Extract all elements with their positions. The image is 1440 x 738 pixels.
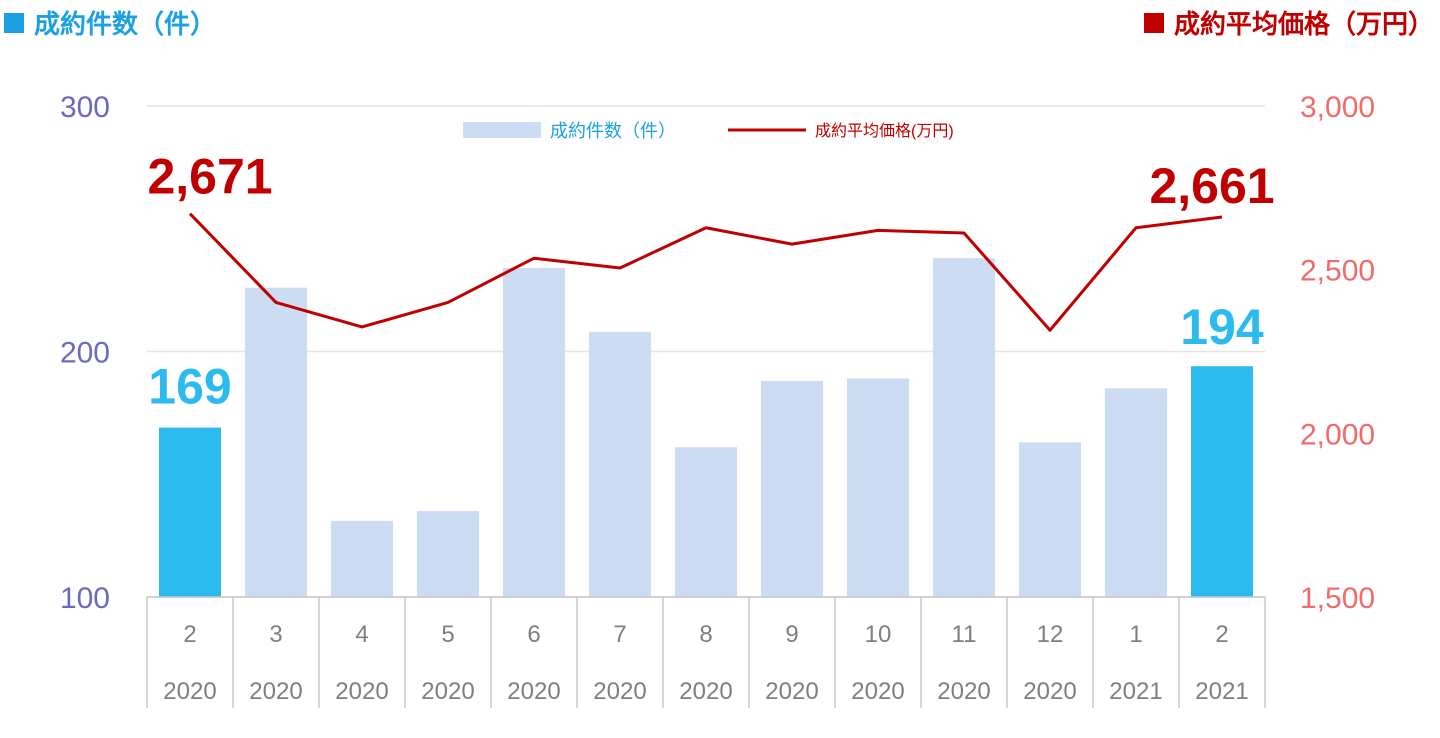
bar-series <box>159 258 1253 597</box>
month-tick-label: 3 <box>269 621 282 648</box>
year-tick-label: 2020 <box>249 678 302 705</box>
month-tick-label: 12 <box>1037 621 1064 648</box>
category-table: 2 2020 3 2020 4 2020 5 2020 6 2020 7 2020 8 2020 9 2020… <box>146 596 1266 708</box>
bar <box>675 447 737 597</box>
left-axis-tick-label: 300 <box>60 91 110 124</box>
bar <box>589 331 651 597</box>
year-tick-label: 2020 <box>1023 678 1076 705</box>
year-tick-label: 2020 <box>765 678 818 705</box>
bar <box>1019 442 1081 597</box>
year-tick-label: 2020 <box>335 678 388 705</box>
year-tick-label: 2020 <box>851 678 904 705</box>
axes: 100 200 300 1,500 2,000 2,500 3,000 <box>60 91 1375 615</box>
line-data-label-first: 2,671 <box>147 149 272 205</box>
month-tick-label: 2 <box>1215 621 1228 648</box>
year-tick-label: 2021 <box>1109 678 1162 705</box>
legend-bar-label: 成約件数（件） <box>550 121 676 141</box>
line-data-label-last: 2,661 <box>1149 158 1274 214</box>
month-tick-label: 6 <box>527 621 540 648</box>
month-tick-label: 11 <box>952 621 977 648</box>
price-line <box>188 212 1223 332</box>
right-axis-tick-label: 3,000 <box>1300 91 1375 124</box>
line-series-swatch-icon <box>1143 12 1164 33</box>
bar <box>159 427 221 597</box>
legend: 成約件数（件） 成約平均価格(万円) <box>463 121 954 141</box>
bar <box>933 258 995 597</box>
bar <box>417 511 479 597</box>
bar <box>503 268 565 597</box>
bar <box>331 520 393 597</box>
legend-bar-swatch <box>463 122 541 138</box>
left-axis-tick-label: 100 <box>60 582 110 615</box>
year-tick-label: 2020 <box>507 678 560 705</box>
bar-data-label-first: 169 <box>148 359 231 415</box>
data-labels: 169 194 2,671 2,661 <box>147 149 1274 415</box>
year-tick-label: 2020 <box>421 678 474 705</box>
left-axis-tick-label: 200 <box>60 337 110 370</box>
left-axis-header-text: 成約件数（件） <box>34 10 217 40</box>
month-tick-label: 5 <box>441 621 454 648</box>
year-tick-label: 2020 <box>937 678 990 705</box>
year-tick-label: 2020 <box>593 678 646 705</box>
month-tick-label: 2 <box>183 621 196 648</box>
month-tick-label: 4 <box>355 621 368 648</box>
month-tick-label: 9 <box>785 621 798 648</box>
month-tick-label: 1 <box>1129 621 1142 648</box>
left-axis-header: 成約件数（件） <box>4 4 216 41</box>
year-tick-label: 2020 <box>679 678 732 705</box>
right-axis-tick-label: 1,500 <box>1300 582 1375 615</box>
bar-data-label-last: 194 <box>1180 299 1264 355</box>
bar <box>1191 366 1253 597</box>
right-axis-tick-label: 2,500 <box>1300 255 1375 288</box>
year-tick-label: 2021 <box>1195 678 1248 705</box>
legend-line-label: 成約平均価格(万円) <box>815 122 954 140</box>
month-tick-label: 8 <box>699 621 712 648</box>
bar <box>1105 388 1167 597</box>
right-axis-header-text: 成約平均価格（万円） <box>1173 10 1434 40</box>
bar-series-swatch-icon <box>4 12 24 33</box>
year-tick-label: 2020 <box>163 678 216 705</box>
line-series <box>188 212 1223 332</box>
right-axis-header: 成約平均価格（万円） <box>1143 4 1434 41</box>
bar <box>761 380 823 597</box>
bar <box>245 287 307 597</box>
month-tick-label: 7 <box>613 621 626 648</box>
right-axis-tick-label: 2,000 <box>1300 418 1375 451</box>
month-tick-label: 10 <box>865 621 892 648</box>
bar <box>847 378 909 597</box>
